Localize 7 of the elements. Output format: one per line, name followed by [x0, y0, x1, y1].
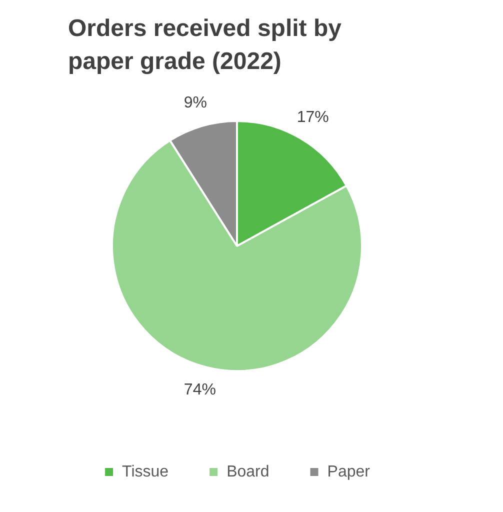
chart-title: Orders received split by paper grade (2022)	[68, 14, 342, 77]
legend-label: Tissue	[122, 463, 169, 480]
data-label: 17%	[296, 109, 329, 126]
data-label: 74%	[184, 382, 216, 399]
legend-label: Paper	[327, 463, 371, 480]
legend-label: Board	[226, 463, 270, 480]
data-label: 9%	[184, 94, 207, 112]
